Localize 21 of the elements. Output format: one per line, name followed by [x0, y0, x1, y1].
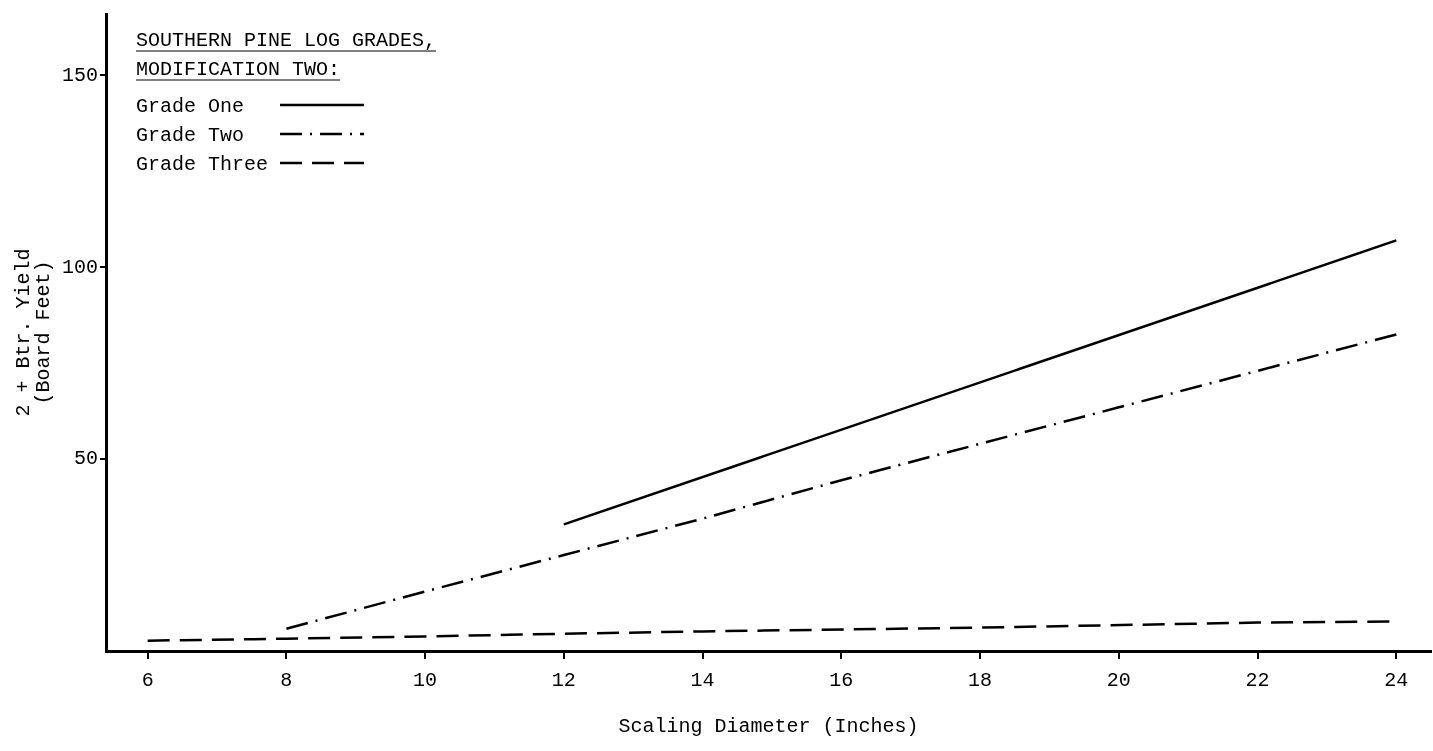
x-tick-label: 12	[551, 669, 576, 693]
y-tick-label: 150	[61, 63, 99, 87]
x-tick-label: 20	[1106, 669, 1131, 693]
line-series	[285, 333, 1398, 630]
legend-label: Grade One	[136, 95, 245, 118]
legend-label: Grade Two	[136, 124, 245, 147]
legend-label: Grade Three	[136, 153, 269, 176]
x-axis-title: Scaling Diameter (Inches)	[618, 715, 919, 739]
x-tick-label: 22	[1245, 669, 1270, 693]
x-tick-label: 18	[968, 669, 993, 693]
text: SOUTHERN PINE LOG GRADES, MODIFICATION TWO:	[136, 29, 437, 81]
y-tick-label: 50	[73, 447, 99, 471]
x-tick-label: 8	[280, 669, 293, 693]
x-tick-label: 24	[1384, 669, 1409, 693]
x-tick-label: 6	[141, 669, 154, 693]
line-series	[146, 620, 1391, 642]
x-tick-label: 14	[690, 669, 715, 693]
y-axis-title: 2 + Btr. Yield (Board Feet)	[12, 248, 56, 417]
y-tick-label: 100	[61, 255, 99, 279]
x-tick-label: 10	[413, 669, 438, 693]
x-tick-label: 16	[829, 669, 854, 693]
